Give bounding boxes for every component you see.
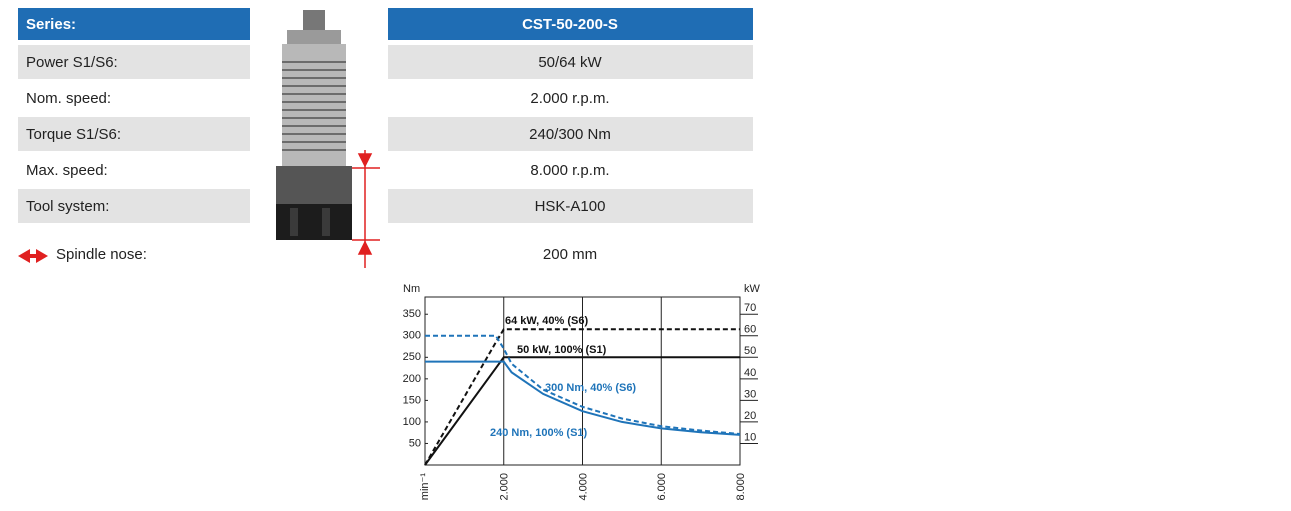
y-tick-label: 300 xyxy=(403,330,421,342)
row-bg xyxy=(18,45,250,79)
row-bg xyxy=(388,45,753,79)
row-bg xyxy=(18,189,250,223)
y-tick-label: 350 xyxy=(403,308,421,320)
header-value: CST-50-200-S xyxy=(522,16,618,33)
x-axis-label: min⁻¹ xyxy=(419,473,431,501)
row-label: Tool system: xyxy=(26,198,109,215)
y2-tick-label: 30 xyxy=(744,388,756,400)
x-tick-label: 8.000 xyxy=(735,473,747,501)
row-label: Power S1/S6: xyxy=(26,54,118,71)
row-value: 240/300 Nm xyxy=(529,126,611,143)
y-axis-label: Nm xyxy=(403,283,420,295)
y-tick-label: 150 xyxy=(403,394,421,406)
row-value: 8.000 r.p.m. xyxy=(530,162,609,179)
header-cell xyxy=(18,8,250,40)
row-bg xyxy=(18,117,250,151)
row-label: Nom. speed: xyxy=(26,90,111,107)
row-value: 200 mm xyxy=(543,246,597,263)
y2-tick-label: 40 xyxy=(744,367,756,379)
nose-icon xyxy=(18,249,48,263)
y2-tick-label: 70 xyxy=(744,302,756,314)
header-cell xyxy=(388,8,753,40)
row-label: Max. speed: xyxy=(26,162,108,179)
y2-tick-label: 10 xyxy=(744,431,756,443)
row-value: 50/64 kW xyxy=(538,54,602,71)
y2-tick-label: 20 xyxy=(744,410,756,422)
x-tick-label: 4.000 xyxy=(577,473,589,501)
row-value: 2.000 r.p.m. xyxy=(530,90,609,107)
y2-tick-label: 60 xyxy=(744,324,756,336)
dimension-arrows xyxy=(352,150,380,268)
row-bg xyxy=(388,117,753,151)
y-tick-label: 50 xyxy=(409,437,421,449)
series-label: 300 Nm, 40% (S6) xyxy=(545,382,636,394)
series-line xyxy=(424,356,740,466)
y-tick-label: 100 xyxy=(403,416,421,428)
y-tick-label: 200 xyxy=(403,373,421,385)
series-label: 64 kW, 40% (S6) xyxy=(505,315,588,327)
spindle-image xyxy=(276,10,352,240)
row-label: Spindle nose: xyxy=(56,246,147,263)
row-label: Torque S1/S6: xyxy=(26,126,121,143)
x-tick-label: 6.000 xyxy=(656,473,668,501)
series-line xyxy=(425,360,741,436)
row-value: HSK-A100 xyxy=(535,198,606,215)
y-tick-label: 250 xyxy=(403,351,421,363)
table-rows: Power S1/S6: 50/64 kW Nom. speed: 2.000 r.p… xyxy=(18,45,753,263)
x-tick-label: 2.000 xyxy=(499,473,511,501)
chart: Nm kW min⁻¹ 50 100 150 200 250 300 350 10 20 30 40 50 6… xyxy=(403,283,761,501)
series-label: 240 Nm, 100% (S1) xyxy=(490,427,588,439)
y2-axis-label: kW xyxy=(744,283,761,295)
row-bg xyxy=(388,189,753,223)
header-label: Series: xyxy=(26,16,76,33)
series-label: 50 kW, 100% (S1) xyxy=(517,344,607,356)
y2-tick-label: 50 xyxy=(744,345,756,357)
